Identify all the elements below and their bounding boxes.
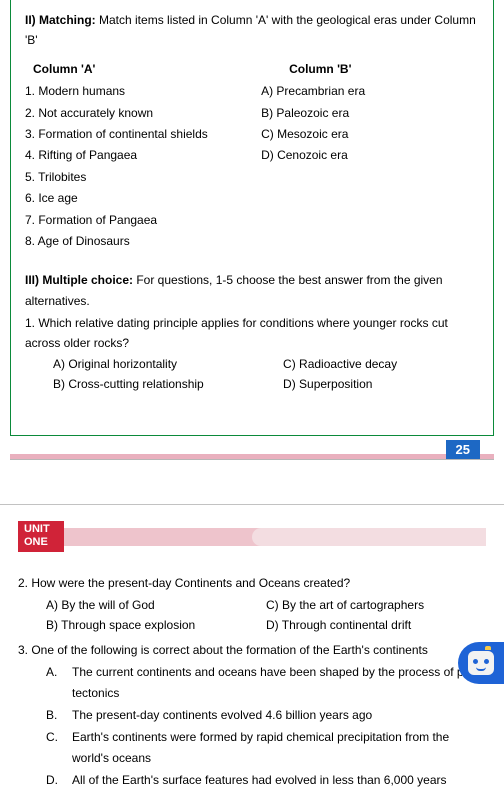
q2-text: 2. How were the present-day Continents a… <box>18 573 486 593</box>
unit-label-line1: UNIT <box>24 523 50 535</box>
q3-opt-d-txt: All of the Earth's surface features had … <box>72 770 486 790</box>
matching-heading: II) Matching: Match items listed in Colu… <box>25 10 479 51</box>
col-b-item: B) Paleozoic era <box>261 103 479 123</box>
unit-bar-bg-right <box>252 528 486 546</box>
q3-opt-b-lbl: B. <box>46 705 72 725</box>
q3-opt-a: A. The current continents and oceans hav… <box>46 662 486 703</box>
col-a-item: 5. Trilobites <box>25 167 261 187</box>
unit-label-line2: ONE <box>24 536 48 548</box>
page1-content-box: II) Matching: Match items listed in Colu… <box>10 0 494 436</box>
q3-opt-d-lbl: D. <box>46 770 72 790</box>
unit-label: UNIT ONE <box>18 521 64 553</box>
q2-opt-c: C) By the art of cartographers <box>266 595 486 615</box>
q3-opt-a-txt: The current continents and oceans have b… <box>72 662 486 703</box>
mc-heading: III) Multiple choice: For questions, 1-5… <box>25 270 479 311</box>
column-a: Column 'A' 1. Modern humans 2. Not accur… <box>25 59 261 253</box>
page-number-bar: 25 <box>10 454 494 476</box>
q1-opt-c: C) Radioactive decay <box>283 354 479 374</box>
matching-columns: Column 'A' 1. Modern humans 2. Not accur… <box>25 59 479 253</box>
col-a-item: 2. Not accurately known <box>25 103 261 123</box>
q2-opt-b: B) Through space explosion <box>46 615 266 635</box>
page2-content: UNIT ONE 2. How were the present-day Con… <box>0 504 504 797</box>
q1-opt-b: B) Cross-cutting relationship <box>53 374 283 394</box>
q3-opt-b: B. The present-day continents evolved 4.… <box>46 705 486 725</box>
col-a-item: 1. Modern humans <box>25 81 261 101</box>
q2-options: A) By the will of God C) By the art of c… <box>46 595 486 615</box>
q3-opt-d: D. All of the Earth's surface features h… <box>46 770 486 790</box>
col-a-item: 7. Formation of Pangaea <box>25 210 261 230</box>
q2-options-row2: B) Through space explosion D) Through co… <box>46 615 486 635</box>
q1-options: A) Original horizontality C) Radioactive… <box>53 354 479 374</box>
column-b-head: Column 'B' <box>261 59 479 79</box>
q1-opt-d: D) Superposition <box>283 374 479 394</box>
q3-opt-c-lbl: C. <box>46 727 72 768</box>
multiple-choice-section: III) Multiple choice: For questions, 1-5… <box>25 270 479 394</box>
q3-opt-c: C. Earth's continents were formed by rap… <box>46 727 486 768</box>
q3-opt-b-txt: The present-day continents evolved 4.6 b… <box>72 705 486 725</box>
q2-opt-a: A) By the will of God <box>46 595 266 615</box>
q3-options: A. The current continents and oceans hav… <box>46 662 486 790</box>
q1-text: 1. Which relative dating principle appli… <box>25 313 479 354</box>
q1-opt-a: A) Original horizontality <box>53 354 283 374</box>
col-a-item: 6. Ice age <box>25 188 261 208</box>
q3-text: 3. One of the following is correct about… <box>18 640 486 660</box>
col-b-item: C) Mesozoic era <box>261 124 479 144</box>
col-a-item: 4. Rifting of Pangaea <box>25 145 261 165</box>
column-b: Column 'B' A) Precambrian era B) Paleozo… <box>261 59 479 253</box>
col-a-item: 8. Age of Dinosaurs <box>25 231 261 251</box>
q1-options-row2: B) Cross-cutting relationship D) Superpo… <box>53 374 479 394</box>
matching-heading-bold: II) Matching: <box>25 13 96 27</box>
column-a-head: Column 'A' <box>25 59 261 79</box>
col-b-item: A) Precambrian era <box>261 81 479 101</box>
q3-opt-c-txt: Earth's continents were formed by rapid … <box>72 727 486 768</box>
col-a-item: 3. Formation of continental shields <box>25 124 261 144</box>
mc-heading-bold: III) Multiple choice: <box>25 273 133 287</box>
q2-opt-d: D) Through continental drift <box>266 615 486 635</box>
chat-widget-button[interactable] <box>458 642 504 684</box>
chat-bot-icon <box>468 651 494 675</box>
col-b-item: D) Cenozoic era <box>261 145 479 165</box>
page-number: 25 <box>446 440 480 459</box>
unit-bar: UNIT ONE <box>18 521 486 551</box>
q3-opt-a-lbl: A. <box>46 662 72 703</box>
